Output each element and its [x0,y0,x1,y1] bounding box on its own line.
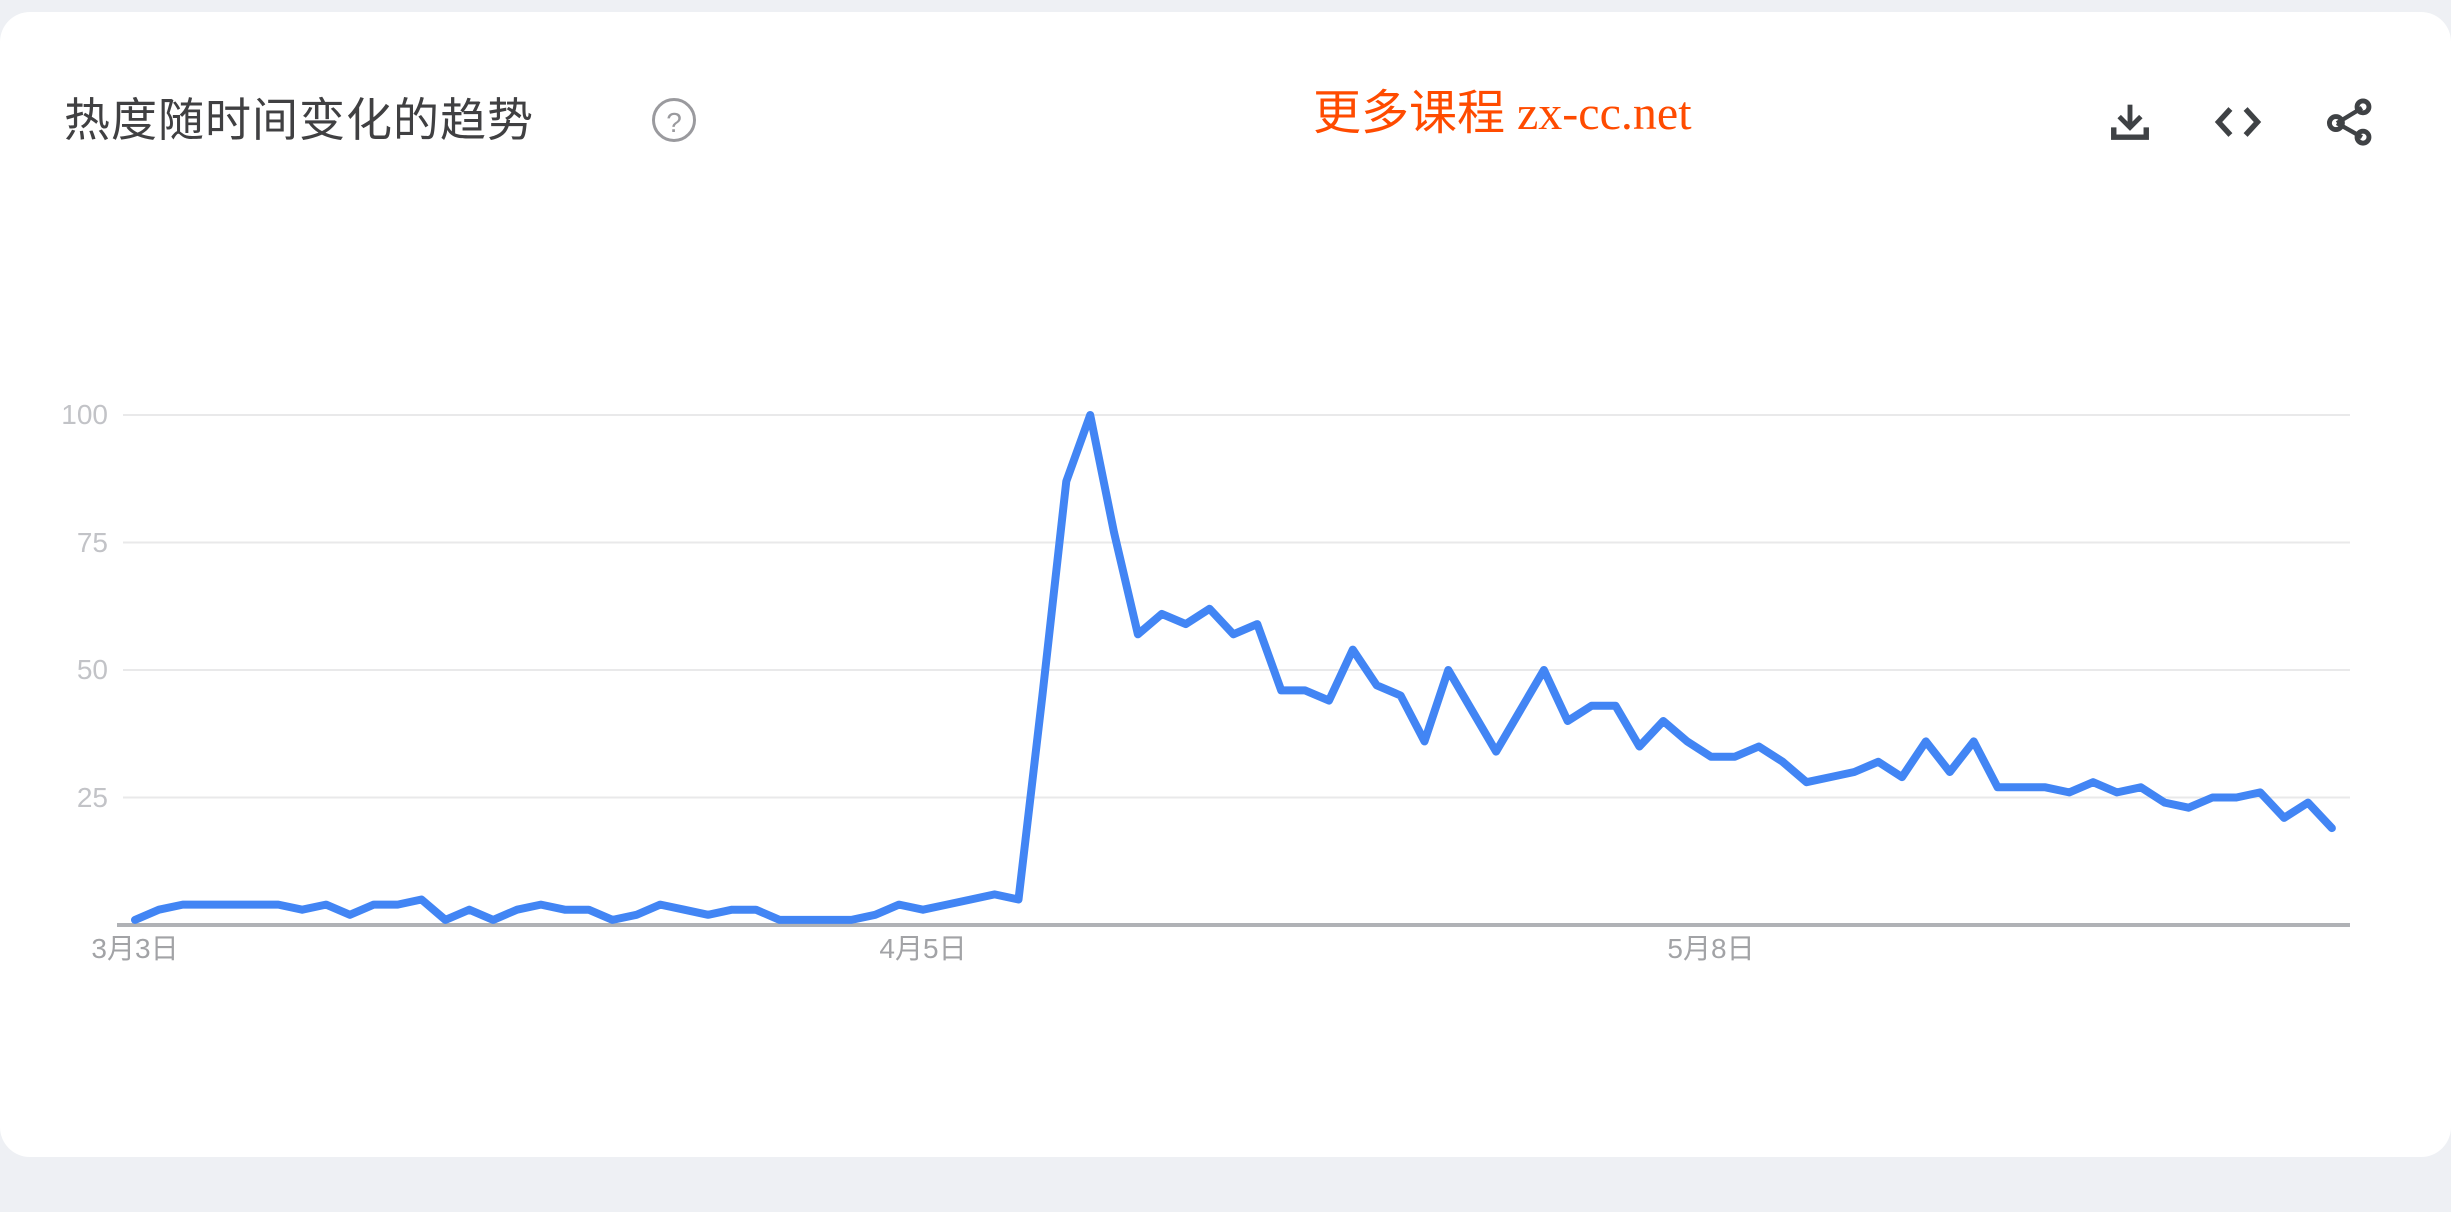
x-tick-label-66: 5月8日 [1667,933,1755,964]
trend-line-chart [117,411,2350,927]
share-button[interactable] [2324,96,2376,148]
y-tick-label-25: 25 [76,781,108,813]
help-icon[interactable]: ? [652,98,696,142]
x-tick-label-0: 3月3日 [91,933,179,964]
download-icon [2104,104,2156,152]
watermark-text: 更多课程 zx-cc.net [1313,87,1692,140]
share-icon [2324,98,2376,152]
y-tick-label-100: 100 [61,399,108,430]
y-tick-label-50: 50 [76,654,108,685]
embed-code-button[interactable] [2212,96,2264,148]
download-button[interactable] [2104,96,2156,148]
x-tick-label-33: 4月5日 [879,933,967,964]
trends-card: 热度随时间变化的趋势 ? 更多课程 zx-cc.net [0,12,2451,1157]
page-title: 热度随时间变化的趋势 [64,94,534,146]
trend-line [131,411,2336,924]
y-tick-label-75: 75 [76,526,108,558]
code-icon [2212,107,2264,152]
